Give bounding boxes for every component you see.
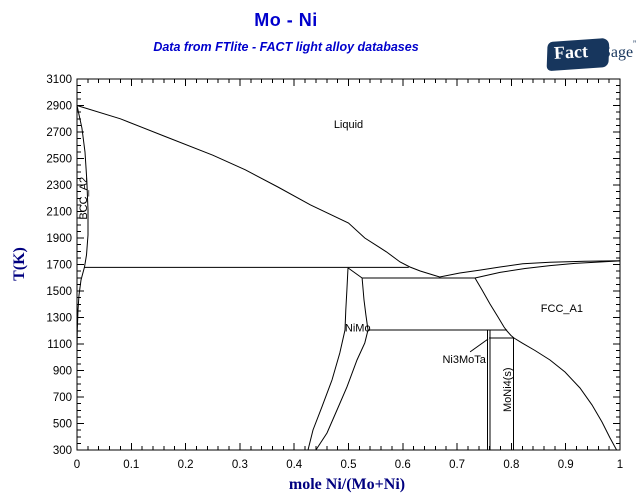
- phase-label-fcc-a1: FCC_A1: [541, 303, 583, 315]
- phase-label-nimo: NiMo: [345, 322, 371, 334]
- x-tick-label: 0.2: [178, 459, 194, 471]
- x-tick-label: 0: [74, 459, 80, 471]
- phase-label-bcc-a2: BCC_A2: [78, 177, 90, 220]
- y-tick-label: 1100: [47, 339, 72, 351]
- plot-border: [76, 78, 621, 451]
- y-tick-label: 1500: [46, 286, 72, 298]
- y-tick-label: 900: [53, 366, 72, 378]
- x-tick-label: 0.3: [232, 459, 248, 471]
- x-tick-label: 0.1: [123, 459, 139, 471]
- series-ni3mota-leader: [469, 338, 489, 353]
- chart-title: Mo - Ni: [254, 10, 318, 30]
- chart-subtitle: Data from FTlite - FACT light alloy data…: [153, 40, 419, 54]
- y-tick-label: 1700: [46, 260, 72, 272]
- phase-label-ni3mota: Ni3MoTa: [442, 354, 486, 366]
- series-fcc-solidus: [474, 260, 621, 279]
- y-tick-label: 3100: [46, 74, 72, 86]
- y-tick-label: 1900: [46, 233, 72, 245]
- series-fcc-solvus: [474, 277, 618, 451]
- series-nimo-left-boundary: [307, 267, 349, 451]
- series-bcc-solvus: [76, 105, 89, 351]
- y-tick-label: 2900: [46, 101, 72, 113]
- factsage-logo: Fact Sage ”: [545, 37, 640, 73]
- chart-header: Mo - Ni Data from FTlite - FACT light al…: [0, 10, 572, 54]
- y-tick-label: 700: [53, 392, 72, 404]
- x-tick-label: 0.9: [558, 459, 574, 471]
- factsage-logo-trademark: ”: [633, 39, 636, 49]
- x-tick-label: 0.6: [395, 459, 411, 471]
- y-tick-label: 1300: [46, 313, 72, 325]
- series-nimo-right-boundary: [315, 267, 369, 451]
- phase-label-liquid: Liquid: [334, 119, 363, 131]
- x-tick-label: 0.7: [449, 459, 465, 471]
- y-tick-label: 2500: [46, 154, 72, 166]
- y-tick-label: 2300: [46, 180, 72, 192]
- x-axis-title: mole Ni/(Mo+Ni): [288, 476, 406, 493]
- series-liquidus: [76, 105, 621, 278]
- factsage-logo-sage-text: Sage: [602, 44, 634, 61]
- y-tick-label: 2700: [46, 127, 72, 139]
- x-tick-label: 0.5: [341, 459, 357, 471]
- x-tick-label: 1: [617, 459, 623, 471]
- y-tick-label: 2100: [46, 207, 72, 219]
- x-tick-label: 0.8: [503, 459, 519, 471]
- y-tick-label: 300: [53, 445, 72, 457]
- x-tick-label: 0.4: [286, 459, 303, 471]
- y-tick-label: 500: [53, 419, 72, 431]
- phase-label-moni4: MoNi4(s): [502, 367, 514, 412]
